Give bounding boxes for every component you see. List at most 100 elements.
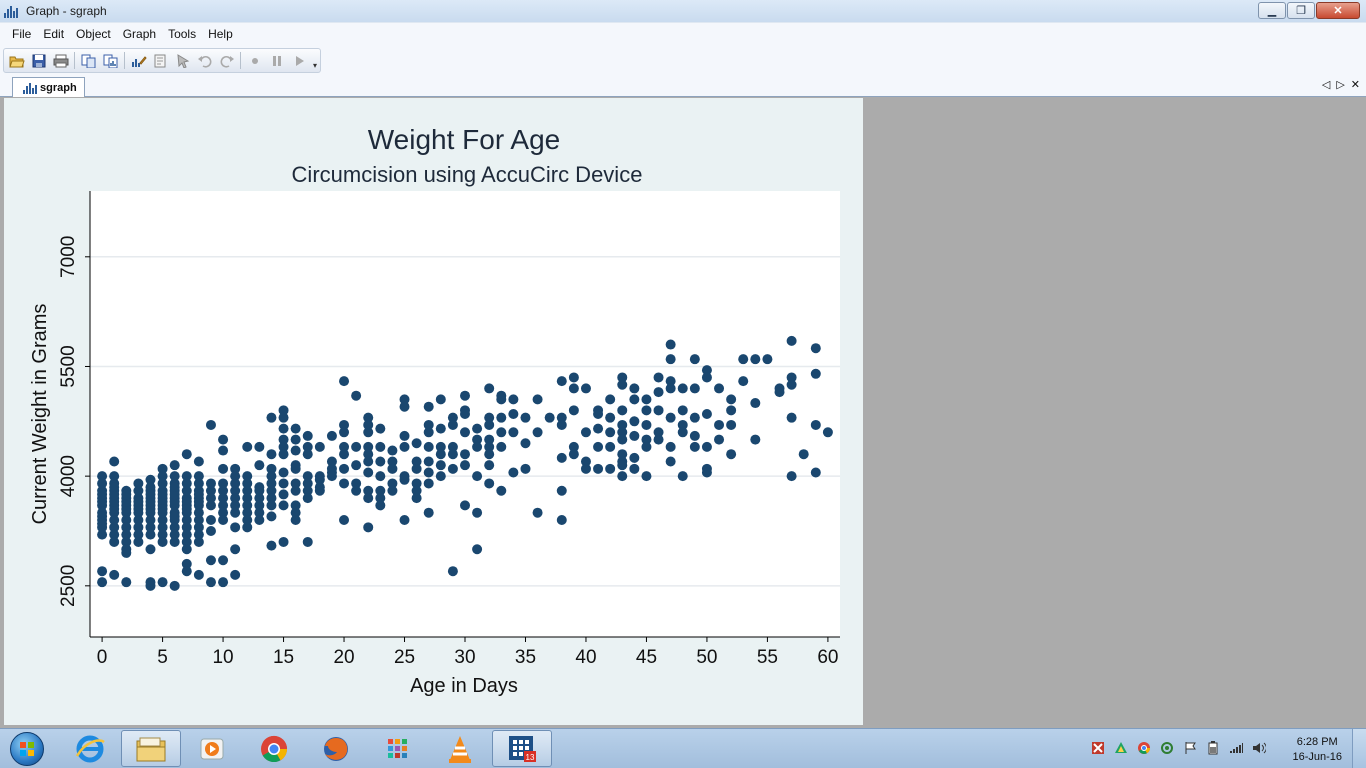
data-point — [605, 463, 616, 474]
data-point — [435, 423, 446, 434]
data-point — [423, 441, 434, 452]
data-point — [109, 482, 120, 493]
data-point — [302, 441, 313, 452]
menu-help[interactable]: Help — [208, 27, 233, 41]
data-point — [423, 478, 434, 489]
data-point — [157, 489, 168, 500]
data-point — [641, 441, 652, 452]
menu-graph[interactable]: Graph — [122, 27, 157, 41]
play-icon[interactable] — [289, 51, 308, 70]
ie-icon[interactable] — [60, 730, 120, 767]
apps-grid-icon[interactable] — [368, 730, 428, 767]
data-point — [689, 354, 700, 365]
data-point — [568, 383, 579, 394]
open-icon[interactable] — [7, 51, 26, 70]
x-tick-label: 60 — [817, 647, 838, 668]
app-bar-chart-icon — [4, 4, 20, 18]
save-icon[interactable] — [29, 51, 48, 70]
pause-icon[interactable] — [267, 51, 286, 70]
data-point — [266, 412, 277, 423]
data-point — [230, 569, 241, 580]
data-point — [109, 569, 120, 580]
data-point — [387, 463, 398, 474]
menu-tools[interactable]: Tools — [168, 27, 197, 41]
data-point — [484, 434, 495, 445]
start-button[interactable] — [4, 730, 50, 768]
data-point — [387, 485, 398, 496]
minimize-button[interactable]: ▁ — [1258, 2, 1286, 19]
undo-icon[interactable] — [195, 51, 214, 70]
data-point — [641, 471, 652, 482]
grid-lines — [90, 256, 840, 587]
record-icon[interactable] — [245, 51, 264, 70]
data-point — [121, 529, 132, 540]
data-point — [484, 449, 495, 460]
tab-sgraph[interactable]: sgraph — [12, 77, 85, 98]
data-point — [290, 515, 301, 526]
tab-close-icon[interactable]: ✕ — [1350, 79, 1360, 91]
menu-edit[interactable]: Edit — [43, 27, 65, 41]
network-share-icon[interactable] — [1160, 741, 1174, 755]
data-point — [423, 419, 434, 430]
clock[interactable]: 6:28 PM 16-Jun-16 — [1292, 735, 1342, 765]
data-point — [484, 412, 495, 423]
close-button[interactable]: ✕ — [1316, 2, 1360, 19]
data-point — [266, 540, 277, 551]
tab-prev-icon[interactable]: ◁ — [1321, 79, 1331, 91]
data-point — [605, 394, 616, 405]
data-point — [157, 478, 168, 489]
antivirus-icon[interactable] — [1091, 741, 1105, 755]
pointer-tool-icon[interactable] — [173, 51, 192, 70]
signal-icon[interactable] — [1229, 741, 1243, 755]
battery-icon[interactable] — [1206, 741, 1220, 755]
copy-graph-icon[interactable] — [101, 51, 120, 70]
explorer-icon[interactable] — [121, 730, 181, 767]
graph-editor-icon[interactable] — [129, 51, 148, 70]
redo-icon[interactable] — [217, 51, 236, 70]
flag-icon[interactable] — [1183, 741, 1197, 755]
media-player-icon[interactable] — [182, 730, 242, 767]
data-point — [435, 441, 446, 452]
toolbar-overflow-icon[interactable]: ▾ — [312, 61, 317, 70]
data-point — [145, 580, 156, 591]
firefox-icon[interactable] — [306, 730, 366, 767]
chrome-tray-icon[interactable] — [1137, 741, 1151, 755]
tab-strip: sgraph ◁ ▷ ✕ — [0, 75, 1366, 98]
tab-next-icon[interactable]: ▷ — [1336, 79, 1345, 91]
x-tick-label: 40 — [575, 647, 596, 668]
data-point — [218, 507, 229, 518]
data-point — [145, 474, 156, 485]
data-point — [750, 354, 761, 365]
data-point — [181, 558, 192, 569]
window-title-bar[interactable]: Graph - sgraph ▁ ❐ ✕ — [0, 0, 1366, 22]
scatter-chart[interactable]: Weight For Age Circumcision using AccuCi… — [4, 98, 863, 725]
restore-button[interactable]: ❐ — [1287, 2, 1315, 19]
print-icon[interactable] — [51, 51, 70, 70]
data-point — [254, 500, 265, 511]
data-point — [109, 489, 120, 500]
data-point — [665, 354, 676, 365]
data-point — [242, 515, 253, 526]
volume-icon[interactable] — [1252, 741, 1266, 755]
stata-icon[interactable]: 13 — [492, 730, 552, 767]
drive-icon[interactable] — [1114, 741, 1128, 755]
menu-object[interactable]: Object — [76, 27, 111, 41]
vlc-icon[interactable] — [430, 730, 490, 767]
properties-icon[interactable] — [151, 51, 170, 70]
data-point — [665, 412, 676, 423]
data-point — [218, 577, 229, 588]
data-point — [677, 471, 688, 482]
menu-file[interactable]: File — [12, 27, 32, 41]
show-desktop-button[interactable] — [1352, 729, 1366, 768]
data-point — [157, 522, 168, 533]
copy-icon[interactable] — [79, 51, 98, 70]
data-point — [242, 478, 253, 489]
data-point — [375, 441, 386, 452]
data-point — [169, 471, 180, 482]
toolbar-separator — [124, 52, 125, 69]
data-point — [556, 412, 567, 423]
chrome-icon[interactable] — [244, 730, 304, 767]
data-point — [786, 372, 797, 383]
taskbar: 13 6:28 PM 16-Jun-16 — [0, 728, 1366, 768]
data-point — [169, 580, 180, 591]
